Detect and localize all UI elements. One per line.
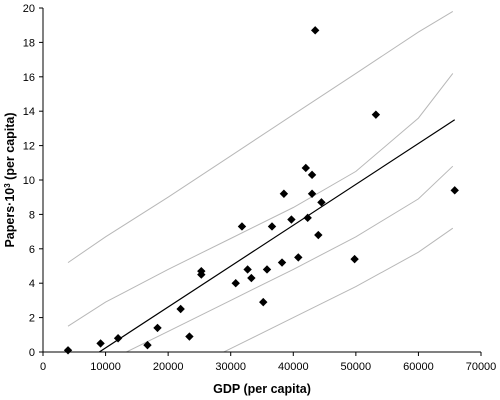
data-point	[262, 265, 272, 274]
x-tick-label: 20000	[153, 361, 184, 373]
y-tick-label: 16	[23, 72, 35, 84]
confidence-band-upper	[67, 73, 454, 327]
prediction-band-lower	[223, 227, 454, 353]
confidence-band-lower	[126, 165, 454, 353]
data-point	[303, 213, 312, 223]
y-tick-label: 8	[29, 209, 35, 221]
y-tick-label: 18	[23, 37, 35, 49]
y-tick-label: 20	[23, 3, 35, 15]
points-layer	[63, 26, 459, 355]
y-axis-title-main: Papers·10	[3, 188, 17, 248]
data-point	[243, 265, 252, 274]
x-axis-title: GDP (per capita)	[213, 382, 311, 396]
y-tick-label: 10	[23, 175, 35, 187]
x-tick-label: 70000	[466, 361, 497, 373]
x-tick-label: 50000	[341, 361, 372, 373]
data-point	[371, 110, 381, 119]
data-point	[237, 222, 247, 231]
x-tick-label: 10000	[90, 361, 121, 373]
y-tick-label: 0	[29, 347, 35, 359]
data-point	[294, 253, 303, 262]
data-point	[307, 170, 317, 180]
x-ticks: 0 10000 20000 30000 40000 50000 60000 70000	[40, 352, 496, 373]
data-point	[176, 304, 185, 314]
x-tick-label: 0	[40, 361, 46, 373]
data-point	[301, 163, 310, 173]
data-point	[63, 346, 73, 355]
y-axis-title-superscript: 3	[3, 183, 12, 188]
data-point	[197, 266, 206, 276]
data-point	[267, 222, 277, 231]
data-point	[231, 279, 240, 288]
data-point	[279, 189, 289, 198]
y-axis-title-tail: (per capita)	[3, 112, 17, 183]
band-layer	[67, 10, 454, 353]
data-point	[287, 215, 296, 224]
x-tick-label: 30000	[215, 361, 246, 373]
data-point	[143, 340, 152, 350]
data-point	[450, 186, 459, 195]
data-point	[185, 332, 194, 341]
data-point	[247, 273, 256, 283]
data-point	[350, 254, 359, 264]
y-axis-title: Papers·103 (per capita)	[3, 112, 18, 247]
data-point	[113, 334, 123, 343]
y-tick-label: 14	[23, 106, 35, 118]
y-tick-label: 12	[23, 141, 35, 153]
y-ticks: 0 2 4 6 8 10 12 14 16 18 20	[23, 3, 43, 359]
prediction-band-upper	[67, 10, 454, 264]
y-tick-label: 2	[29, 313, 35, 325]
data-point	[153, 323, 162, 333]
x-tick-label: 40000	[278, 361, 309, 373]
data-point	[317, 198, 326, 207]
data-point	[314, 230, 323, 240]
regression-line	[98, 119, 456, 353]
y-tick-label: 6	[29, 244, 35, 256]
y-tick-label: 4	[29, 278, 35, 290]
data-point	[259, 297, 268, 307]
data-point	[307, 189, 317, 198]
x-tick-label: 60000	[403, 361, 434, 373]
data-point	[310, 26, 320, 35]
data-point	[277, 258, 287, 267]
data-point	[96, 339, 105, 348]
